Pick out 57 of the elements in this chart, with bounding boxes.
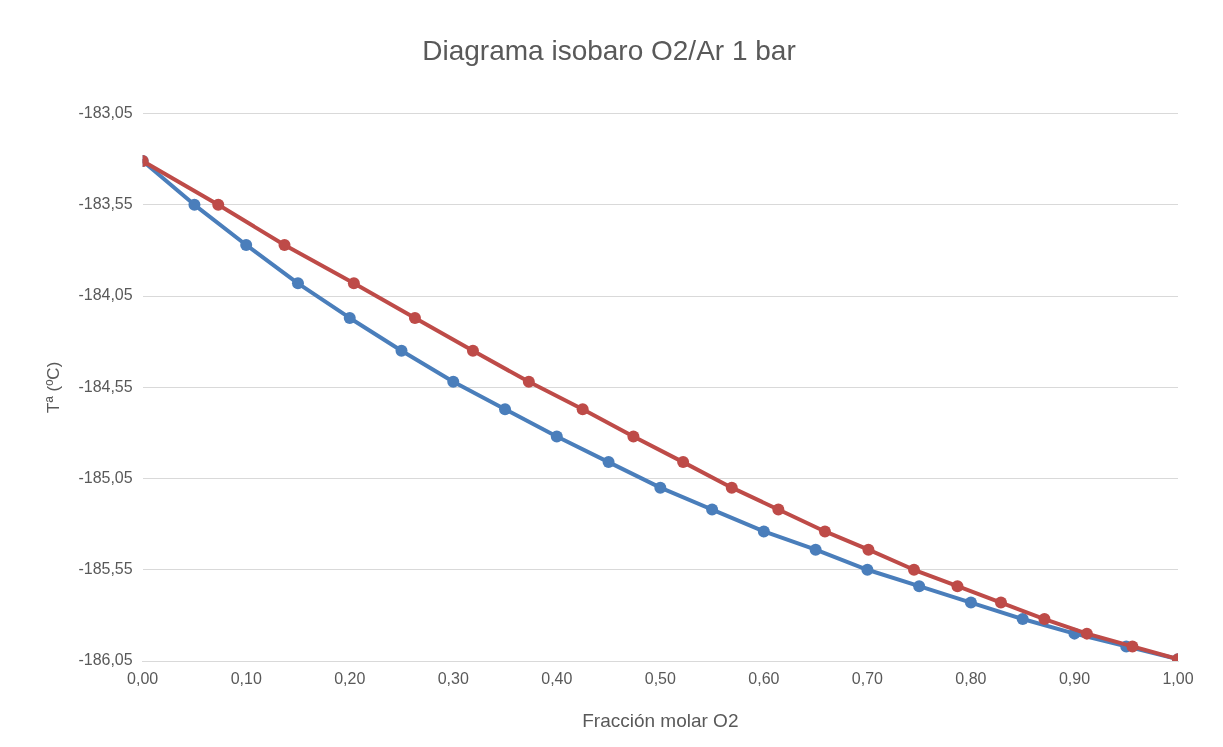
x-tick-label: 0,50 [644, 670, 676, 688]
point [602, 456, 615, 469]
point [1038, 613, 1051, 626]
point [188, 198, 201, 211]
point [343, 311, 356, 324]
y-tick-label: -183,05 [78, 104, 133, 122]
point [861, 563, 874, 576]
point [522, 375, 535, 388]
point [994, 596, 1007, 609]
point [278, 238, 291, 251]
x-tick-label: 0,90 [1058, 670, 1091, 688]
x-axis-title: Fracción molar O2 [582, 709, 739, 731]
y-tick-label: -184,55 [78, 377, 133, 395]
x-tick-label: 1,00 [1162, 670, 1194, 688]
y-axis-title: Tª (ºC) [43, 361, 63, 413]
x-tick-label: 0,70 [851, 670, 884, 688]
point [862, 543, 875, 556]
point [809, 543, 822, 556]
point [757, 525, 770, 538]
y-tick-label: -184,05 [78, 286, 133, 304]
point [1016, 613, 1029, 626]
y-tick-label: -185,05 [78, 468, 133, 486]
point [913, 580, 926, 593]
x-tick-label: 0,60 [748, 670, 780, 688]
x-tick-label: 0,80 [955, 670, 987, 688]
point [964, 596, 977, 609]
point [240, 238, 253, 251]
point [654, 481, 667, 494]
point [212, 198, 225, 211]
point [772, 503, 785, 516]
point [907, 563, 920, 576]
point [291, 277, 304, 290]
point [951, 580, 964, 593]
point [725, 481, 738, 494]
y-tick-label: -185,55 [78, 560, 133, 578]
point [466, 344, 479, 357]
point [408, 311, 421, 324]
chart-title: Diagrama isobaro O2/Ar 1 bar [422, 34, 796, 66]
x-tick-label: 0,10 [230, 670, 262, 688]
point [576, 403, 589, 416]
x-tick-label: 0,20 [334, 670, 366, 688]
y-tick-label: -183,55 [78, 195, 133, 213]
point [447, 375, 460, 388]
point [818, 525, 831, 538]
point [677, 456, 690, 469]
y-tick-label: -186,05 [78, 651, 133, 669]
point [1080, 627, 1093, 640]
x-tick-label: 0,30 [437, 670, 469, 688]
point [1126, 640, 1139, 653]
x-tick-label: 0,40 [541, 670, 573, 688]
point [395, 344, 408, 357]
point [347, 277, 360, 290]
point [627, 430, 640, 443]
point [499, 403, 512, 416]
point [550, 430, 563, 443]
point [706, 503, 719, 516]
x-tick-label: 0,00 [127, 670, 159, 688]
